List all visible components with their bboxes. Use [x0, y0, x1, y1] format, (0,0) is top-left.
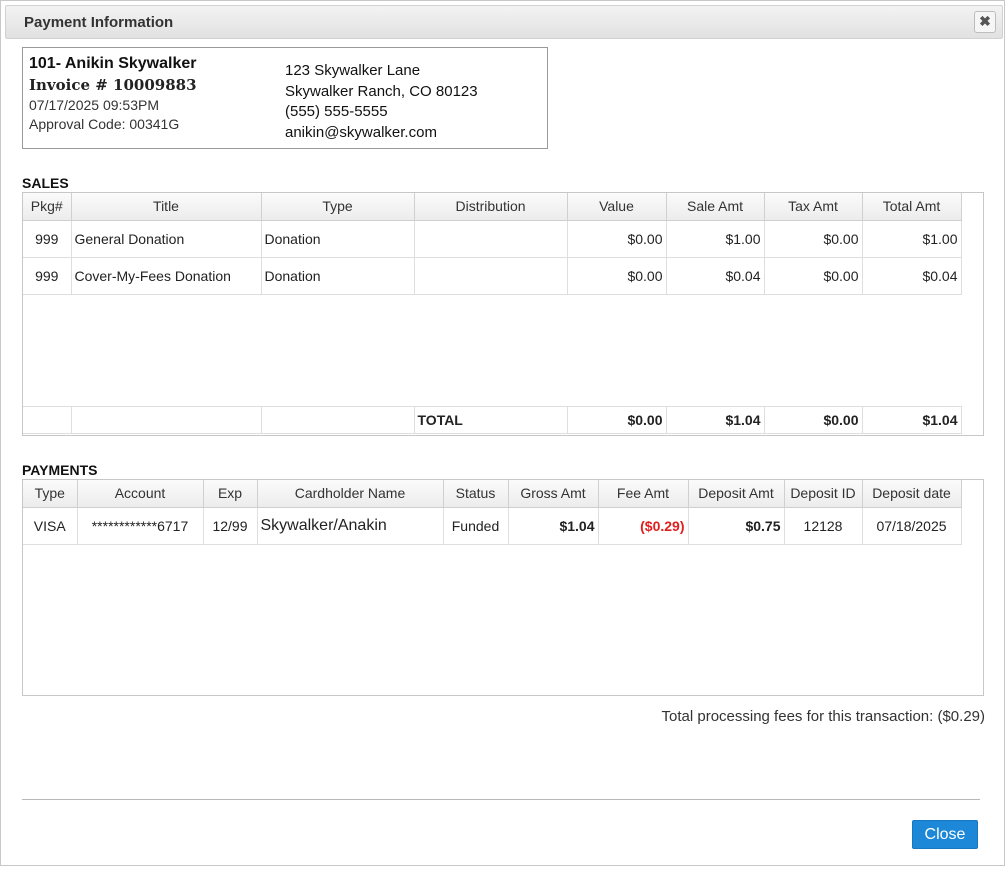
- cell-total-amt: $1.00: [862, 220, 962, 258]
- customer-summary: 101- Anikin Skywalker Invoice # 10009883…: [29, 55, 197, 132]
- cell-status: Funded: [443, 507, 509, 545]
- table-row[interactable]: VISA ************6717 12/99 Skywalker/An…: [23, 507, 962, 545]
- cell-deposit-amt: $0.75: [688, 507, 785, 545]
- sales-header-row: Pkg# Title Type Distribution Value Sale …: [23, 193, 962, 221]
- cell-exp: 12/99: [203, 507, 258, 545]
- col-header-deposit-id[interactable]: Deposit ID: [784, 480, 863, 508]
- col-header-gross-amt[interactable]: Gross Amt: [508, 480, 599, 508]
- cell-pkg: 999: [23, 220, 72, 258]
- table-row[interactable]: 999 General Donation Donation $0.00 $1.0…: [23, 220, 962, 258]
- col-header-cardholder-name[interactable]: Cardholder Name: [257, 480, 444, 508]
- cell-sale-amt: $1.00: [666, 220, 765, 258]
- cell-type: Donation: [261, 220, 415, 258]
- transaction-datetime: 07/17/2025 09:53PM: [29, 97, 159, 113]
- total-cell-empty: [261, 405, 415, 434]
- close-icon[interactable]: ✖: [974, 11, 996, 33]
- cell-gross-amt: $1.04: [508, 507, 599, 545]
- cell-tax-amt: $0.00: [764, 257, 863, 295]
- total-value: $0.00: [567, 405, 667, 434]
- total-sale-amt: $1.04: [666, 405, 765, 434]
- footer-divider: [22, 799, 980, 800]
- col-header-type[interactable]: Type: [23, 480, 78, 508]
- cell-value: $0.00: [567, 257, 667, 295]
- approval-code: Approval Code: 00341G: [29, 116, 180, 132]
- cell-deposit-id: 12128: [784, 507, 863, 545]
- payments-table: Type Account Exp Cardholder Name Status …: [23, 480, 962, 545]
- col-header-account[interactable]: Account: [77, 480, 204, 508]
- col-header-sale-amt[interactable]: Sale Amt: [666, 193, 765, 221]
- cell-sale-amt: $0.04: [666, 257, 765, 295]
- processing-fees-note: Total processing fees for this transacti…: [661, 708, 986, 725]
- col-header-distribution[interactable]: Distribution: [414, 193, 568, 221]
- dialog-titlebar: Payment Information ✖: [5, 5, 1003, 39]
- total-cell-empty: [23, 405, 72, 434]
- cell-distribution: [414, 257, 568, 295]
- cell-value: $0.00: [567, 220, 667, 258]
- empty-filler-row: [23, 294, 961, 407]
- cell-type: VISA: [23, 507, 78, 545]
- invoice-number: Invoice # 10009883: [29, 76, 197, 94]
- total-total-amt: $1.04: [862, 405, 962, 434]
- col-header-type[interactable]: Type: [261, 193, 415, 221]
- customer-info-box: 101- Anikin Skywalker Invoice # 10009883…: [22, 47, 548, 149]
- sales-section-label: SALES: [22, 175, 69, 191]
- col-header-status[interactable]: Status: [443, 480, 509, 508]
- payments-section-label: PAYMENTS: [22, 462, 98, 478]
- cell-account: ************6717: [77, 507, 204, 545]
- cell-type: Donation: [261, 257, 415, 295]
- col-header-deposit-amt[interactable]: Deposit Amt: [688, 480, 785, 508]
- total-tax-amt: $0.00: [764, 405, 863, 434]
- cell-fee-amt: ($0.29): [598, 507, 689, 545]
- address-line-1: 123 Skywalker Lane: [285, 62, 421, 79]
- cell-pkg: 999: [23, 257, 72, 295]
- total-label: TOTAL: [414, 405, 568, 434]
- email-address: anikin@skywalker.com: [285, 123, 437, 141]
- col-header-value[interactable]: Value: [567, 193, 667, 221]
- cell-distribution: [414, 220, 568, 258]
- col-header-tax-amt[interactable]: Tax Amt: [764, 193, 863, 221]
- col-header-fee-amt[interactable]: Fee Amt: [598, 480, 689, 508]
- close-button[interactable]: Close: [912, 820, 978, 849]
- sales-total-row: TOTAL $0.00 $1.04 $0.00 $1.04: [23, 405, 962, 434]
- empty-space: [23, 294, 961, 407]
- sales-grid: Pkg# Title Type Distribution Value Sale …: [22, 192, 984, 436]
- address-line-2: Skywalker Ranch, CO 80123: [285, 82, 478, 100]
- col-header-deposit-date[interactable]: Deposit date: [862, 480, 962, 508]
- cell-tax-amt: $0.00: [764, 220, 863, 258]
- cell-cardholder-name: Skywalker/Anakin: [257, 507, 444, 545]
- cell-title: General Donation: [71, 220, 262, 258]
- table-row[interactable]: 999 Cover-My-Fees Donation Donation $0.0…: [23, 257, 962, 295]
- dialog-title: Payment Information: [24, 14, 174, 31]
- cell-deposit-date: 07/18/2025: [862, 507, 962, 545]
- cell-title: Cover-My-Fees Donation: [71, 257, 262, 295]
- payments-header-row: Type Account Exp Cardholder Name Status …: [23, 480, 962, 508]
- phone-number: (555) 555-5555: [285, 103, 388, 120]
- col-header-title[interactable]: Title: [71, 193, 262, 221]
- total-cell-empty: [71, 405, 262, 434]
- cell-total-amt: $0.04: [862, 257, 962, 295]
- payments-grid: Type Account Exp Cardholder Name Status …: [22, 479, 984, 696]
- customer-contact: 123 Skywalker Lane Skywalker Ranch, CO 8…: [285, 61, 478, 143]
- col-header-total-amt[interactable]: Total Amt: [862, 193, 962, 221]
- col-header-exp[interactable]: Exp: [203, 480, 258, 508]
- col-header-pkg[interactable]: Pkg#: [23, 193, 72, 221]
- sales-table: Pkg# Title Type Distribution Value Sale …: [23, 193, 962, 434]
- customer-name: 101- Anikin Skywalker: [29, 55, 197, 72]
